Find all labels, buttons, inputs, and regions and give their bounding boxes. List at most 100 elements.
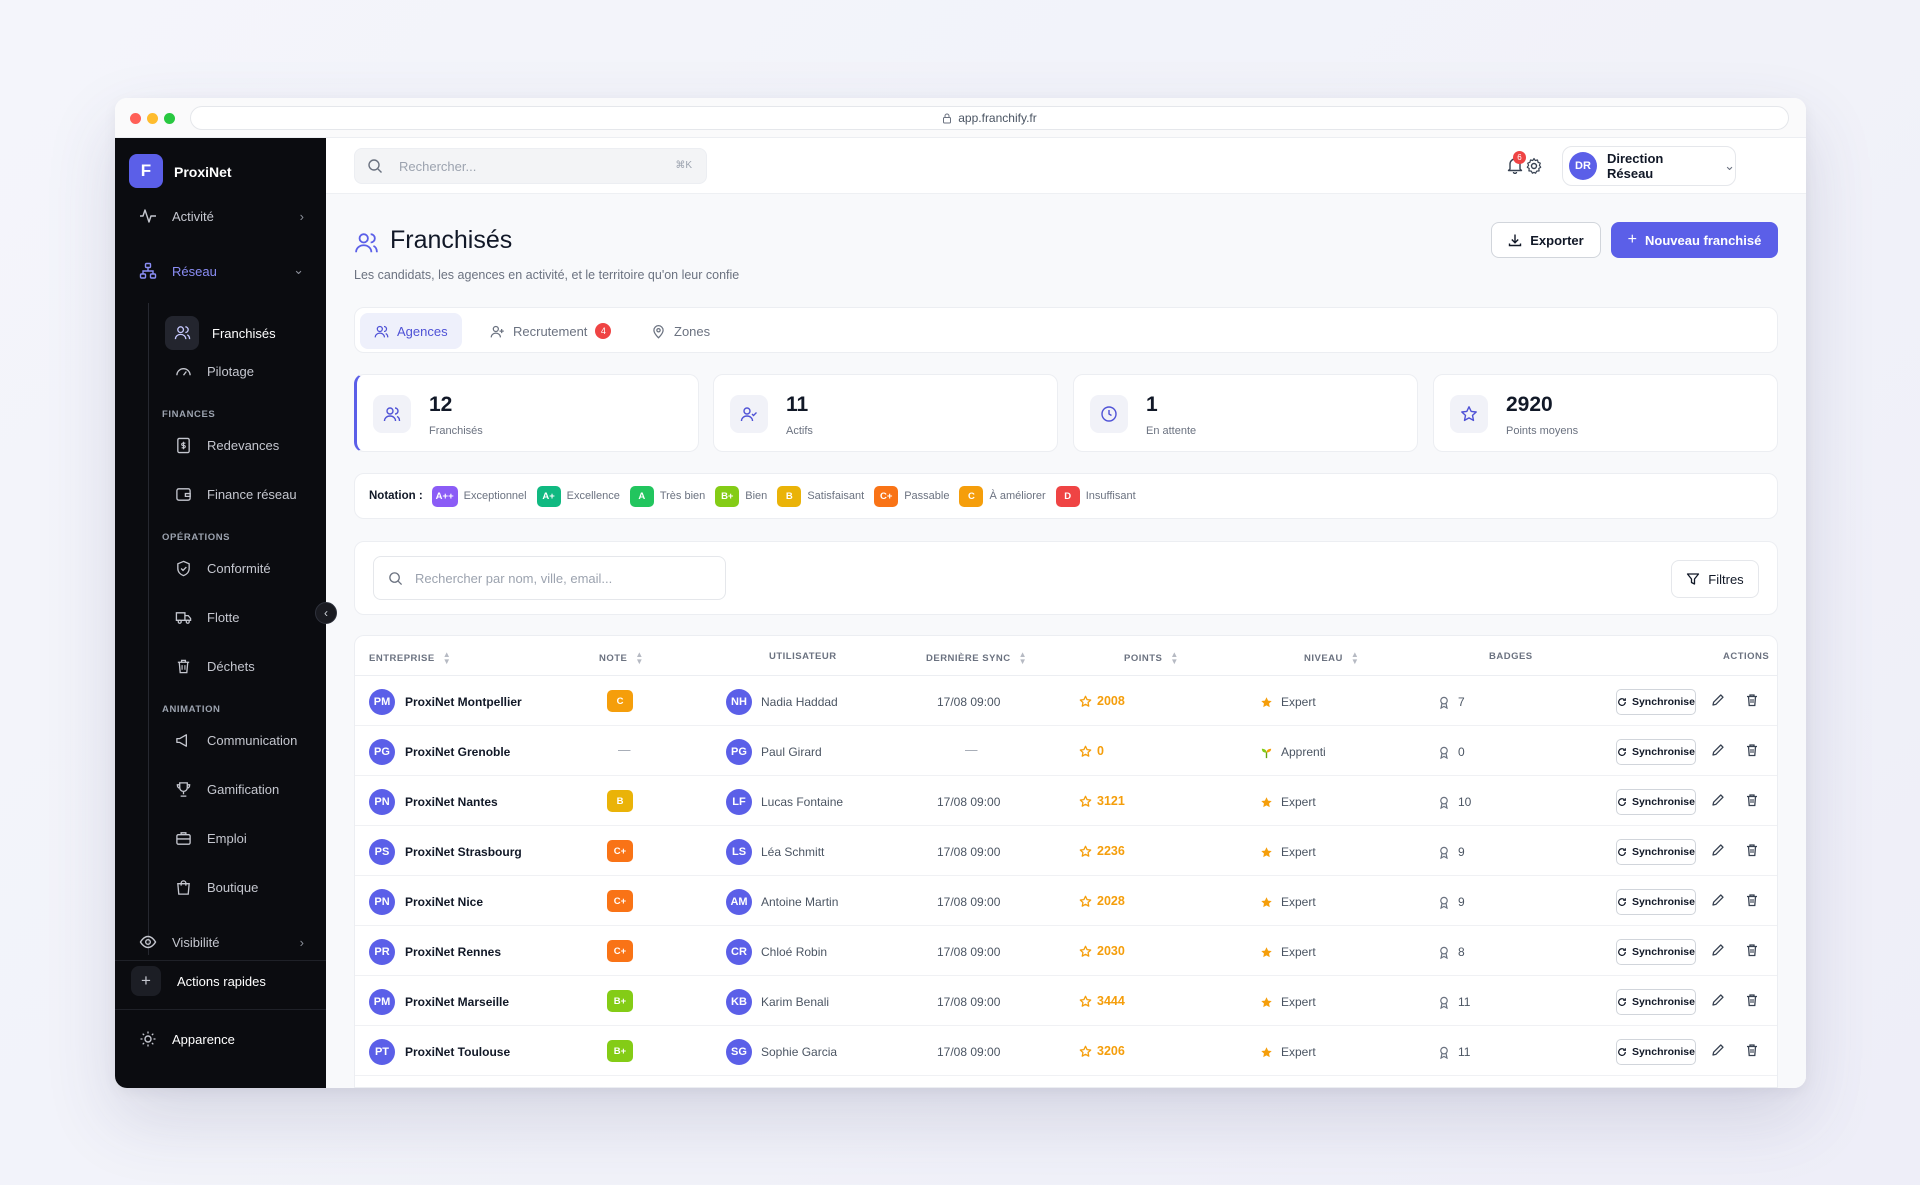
tab-agences[interactable]: Agences [360, 313, 462, 349]
delete-button[interactable] [1745, 843, 1759, 860]
col-derniere-sync[interactable]: DERNIÈRE SYNC ▲ ▼ [926, 651, 1027, 666]
badges-cell: 9 [1438, 845, 1465, 859]
stat-label: Franchisés [429, 425, 483, 437]
company-name[interactable]: ProxiNet Rennes [405, 945, 502, 959]
level-label: Expert [1281, 895, 1316, 909]
edit-button[interactable] [1711, 943, 1725, 960]
sync-button[interactable]: Synchronise [1616, 939, 1696, 965]
company-name[interactable]: ProxiNet Montpellier [405, 695, 522, 709]
edit-button[interactable] [1711, 843, 1725, 860]
plus-icon[interactable]: + [131, 966, 161, 996]
stat-card-points-moyens: 2920 Points moyens [1433, 374, 1778, 452]
table-row[interactable]: PS ProxiNet Strasbourg C+ LS Léa Schmitt… [355, 826, 1777, 876]
user-menu[interactable]: DR Direction Réseau ⌄ [1562, 146, 1736, 186]
sidebar-item-boutique[interactable]: Boutique [174, 878, 258, 896]
col-note[interactable]: NOTE ▲ ▼ [599, 651, 644, 666]
shield-check-icon [174, 559, 192, 577]
sidebar-item-finance-reseau[interactable]: Finance réseau [174, 485, 297, 503]
tab-recrutement[interactable]: Recrutement 4 [476, 313, 625, 349]
sidebar-item-communication[interactable]: Communication [174, 731, 297, 749]
sidebar-item-conformite[interactable]: Conformité [174, 559, 271, 577]
sidebar-item-franchises[interactable]: Franchisés [165, 314, 315, 352]
tab-zones[interactable]: Zones [637, 313, 724, 349]
delete-button[interactable] [1745, 693, 1759, 710]
company-avatar: PN [369, 889, 395, 915]
company-name[interactable]: ProxiNet Strasbourg [405, 845, 522, 859]
note-cell: B+ [607, 1040, 633, 1062]
franchise-search-input[interactable]: Rechercher par nom, ville, email... [373, 556, 726, 600]
sync-button[interactable]: Synchronise [1616, 839, 1696, 865]
sync-button[interactable]: Synchronise [1616, 889, 1696, 915]
table-row[interactable]: PT ProxiNet Toulouse B+ SG Sophie Garcia… [355, 1026, 1777, 1076]
delete-button[interactable] [1745, 743, 1759, 760]
edit-button[interactable] [1711, 793, 1725, 810]
edit-button[interactable] [1711, 1043, 1725, 1060]
sidebar-item-emploi[interactable]: Emploi [174, 829, 247, 847]
app-logo[interactable]: F [129, 154, 163, 188]
sidebar-item-gamification[interactable]: Gamification [174, 780, 279, 798]
table-row[interactable]: PN ProxiNet Nantes B LF Lucas Fontaine 1… [355, 776, 1777, 826]
sidebar-item-pilotage[interactable]: Pilotage [174, 362, 254, 380]
truck-icon [174, 608, 192, 626]
table-row[interactable]: PM ProxiNet Marseille B+ KB Karim Benali… [355, 976, 1777, 1026]
maximize-window-dot[interactable] [164, 113, 175, 124]
sync-button[interactable]: Synchronise [1616, 989, 1696, 1015]
badges-cell: 11 [1438, 1045, 1470, 1059]
sidebar-item-redevances[interactable]: Redevances [174, 436, 279, 454]
edit-button[interactable] [1711, 743, 1725, 760]
company-name[interactable]: ProxiNet Nantes [405, 795, 498, 809]
sync-button[interactable]: Synchronise [1616, 789, 1696, 815]
new-franchise-button[interactable]: + Nouveau franchisé [1611, 222, 1778, 258]
table-row[interactable]: PG ProxiNet Grenoble — PG Paul Girard — … [355, 726, 1777, 776]
grade-label: Passable [904, 490, 950, 502]
col-label: DERNIÈRE SYNC [926, 652, 1011, 664]
edit-button[interactable] [1711, 693, 1725, 710]
address-bar[interactable]: app.franchify.fr [190, 106, 1789, 130]
grade-chip: B+ [607, 990, 633, 1012]
col-niveau[interactable]: NIVEAU ▲ ▼ [1304, 651, 1359, 666]
user-check-icon [730, 395, 768, 433]
sidebar-item-actions-rapides[interactable]: Actions rapides [177, 974, 266, 989]
company-name[interactable]: ProxiNet Marseille [405, 995, 510, 1009]
sidebar-item-activite[interactable]: Activité [139, 207, 214, 225]
url-text: app.franchify.fr [958, 111, 1037, 125]
col-points[interactable]: POINTS ▲ ▼ [1124, 651, 1179, 666]
sidebar-item-dechets[interactable]: Déchets [174, 657, 255, 675]
close-window-dot[interactable] [130, 113, 141, 124]
delete-button[interactable] [1745, 893, 1759, 910]
sidebar-item-label: Réseau [172, 263, 217, 279]
trash-icon [1747, 844, 1757, 857]
delete-button[interactable] [1745, 993, 1759, 1010]
table-row[interactable]: PN ProxiNet Nice C+ AM Antoine Martin 17… [355, 876, 1777, 926]
table-row[interactable]: PM ProxiNet Montpellier C NH Nadia Hadda… [355, 676, 1777, 726]
sync-button[interactable]: Synchronise [1616, 689, 1696, 715]
edit-button[interactable] [1711, 893, 1725, 910]
company-name[interactable]: ProxiNet Nice [405, 895, 484, 909]
filters-button[interactable]: Filtres [1671, 560, 1759, 598]
delete-button[interactable] [1745, 793, 1759, 810]
note-cell: B [607, 790, 633, 812]
collapse-sidebar-button[interactable]: ‹ [315, 602, 337, 624]
delete-button[interactable] [1745, 1043, 1759, 1060]
table-row[interactable]: PR ProxiNet Rennes C+ CR Chloé Robin 17/… [355, 926, 1777, 976]
sync-button[interactable]: Synchronise [1616, 739, 1696, 765]
sidebar-item-visibilite[interactable]: Visibilité [139, 933, 219, 951]
delete-button[interactable] [1745, 943, 1759, 960]
sidebar-item-reseau[interactable]: Réseau [139, 262, 217, 280]
refresh-icon [1618, 998, 1626, 1006]
global-search-input[interactable]: Rechercher... ⌘K [354, 148, 707, 184]
sidebar-item-apparence[interactable]: Apparence [139, 1030, 235, 1048]
sidebar-item-flotte[interactable]: Flotte [174, 608, 240, 626]
minimize-window-dot[interactable] [147, 113, 158, 124]
points-cell: 2028 [1079, 894, 1125, 908]
edit-button[interactable] [1711, 993, 1725, 1010]
section-finances: FINANCES [162, 409, 216, 420]
company-name[interactable]: ProxiNet Grenoble [405, 745, 511, 759]
sync-label: Synchronise [1631, 796, 1695, 808]
gauge-icon [174, 362, 192, 380]
col-entreprise[interactable]: ENTREPRISE ▲ ▼ [369, 651, 451, 666]
settings-button[interactable] [1525, 157, 1543, 180]
export-button[interactable]: Exporter [1491, 222, 1601, 258]
company-name[interactable]: ProxiNet Toulouse [405, 1045, 511, 1059]
sync-button[interactable]: Synchronise [1616, 1039, 1696, 1065]
